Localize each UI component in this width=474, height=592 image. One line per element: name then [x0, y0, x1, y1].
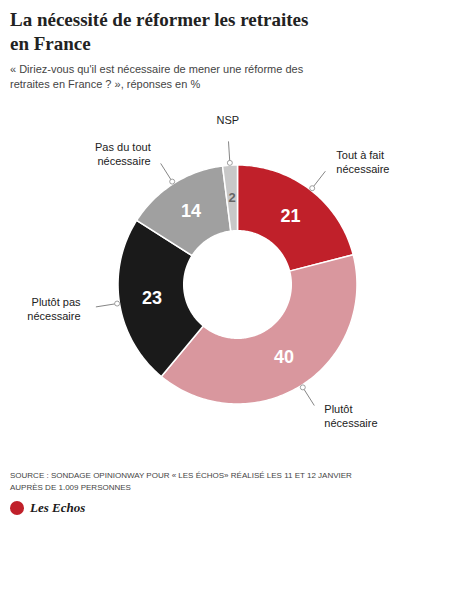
- html-text:« Diriez-vous qu'il est nécess: « Diriez-vous qu'il est nécessaire de me…: [10, 62, 304, 90]
- svg-text:23: 23: [142, 288, 162, 308]
- html-text:Les Echos: Les Echos: [30, 500, 86, 516]
- svg-text:14: 14: [181, 201, 201, 221]
- svg-text:Tout à faitnécessaire: Tout à faitnécessaire: [336, 150, 389, 176]
- svg-text:Pas du toutnécessaire: Pas du toutnécessaire: [95, 141, 151, 167]
- svg-text:NSP: NSP: [216, 115, 239, 127]
- svg-text:40: 40: [274, 348, 294, 368]
- svg-text:Plutôtnécessaire: Plutôtnécessaire: [324, 403, 377, 429]
- svg-text:Plutôt pasnécessaire: Plutôt pasnécessaire: [27, 297, 81, 323]
- svg-text:2: 2: [228, 190, 235, 205]
- html-text:SOURCE : SONDAGE OPINIONWAY PO: SOURCE : SONDAGE OPINIONWAY POUR « LES É…: [10, 471, 352, 493]
- svg-text:21: 21: [281, 206, 301, 226]
- html-text:La nécessité de réformer les r: La nécessité de réformer les retraites e…: [10, 9, 309, 54]
